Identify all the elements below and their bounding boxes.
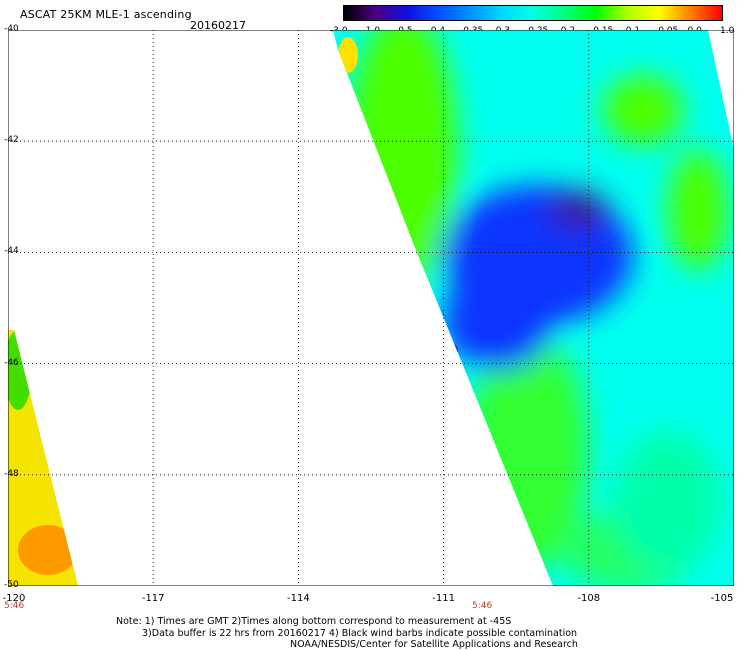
y-axis-label: -48	[4, 468, 19, 479]
right-swath	[333, 30, 734, 586]
map-title: ASCAT 25KM MLE-1 ascending	[20, 8, 192, 21]
x-axis-label: -111	[432, 593, 455, 604]
y-axis-label: -46	[4, 357, 19, 368]
swath-map	[8, 30, 734, 586]
footer-note-2: 3)Data buffer is 22 hrs from 20160217 4)…	[142, 628, 578, 639]
time-label-mid: 5:46	[472, 601, 493, 611]
colorbar-label: 1.0	[720, 26, 735, 36]
time-label-left: 5:46	[4, 601, 25, 611]
y-axis-label: -44	[4, 246, 19, 257]
colorbar	[343, 5, 723, 21]
y-axis-label: -42	[4, 135, 19, 146]
footer-credit: NOAA/NESDIS/Center for Satellite Applica…	[290, 639, 578, 650]
y-axis-label: -40	[4, 24, 19, 34]
x-axis-label: -120	[2, 593, 26, 604]
x-axis-label: -117	[141, 593, 165, 604]
y-axis-label: -50	[4, 580, 19, 590]
x-axis-label: -114	[287, 593, 310, 604]
x-axis-label: -105	[710, 593, 734, 604]
footer-note-1: Note: 1) Times are GMT 2)Times along bot…	[116, 616, 512, 627]
left-swath	[8, 330, 78, 586]
map-date: 20160217	[190, 19, 246, 32]
x-axis-label: -108	[577, 593, 601, 604]
